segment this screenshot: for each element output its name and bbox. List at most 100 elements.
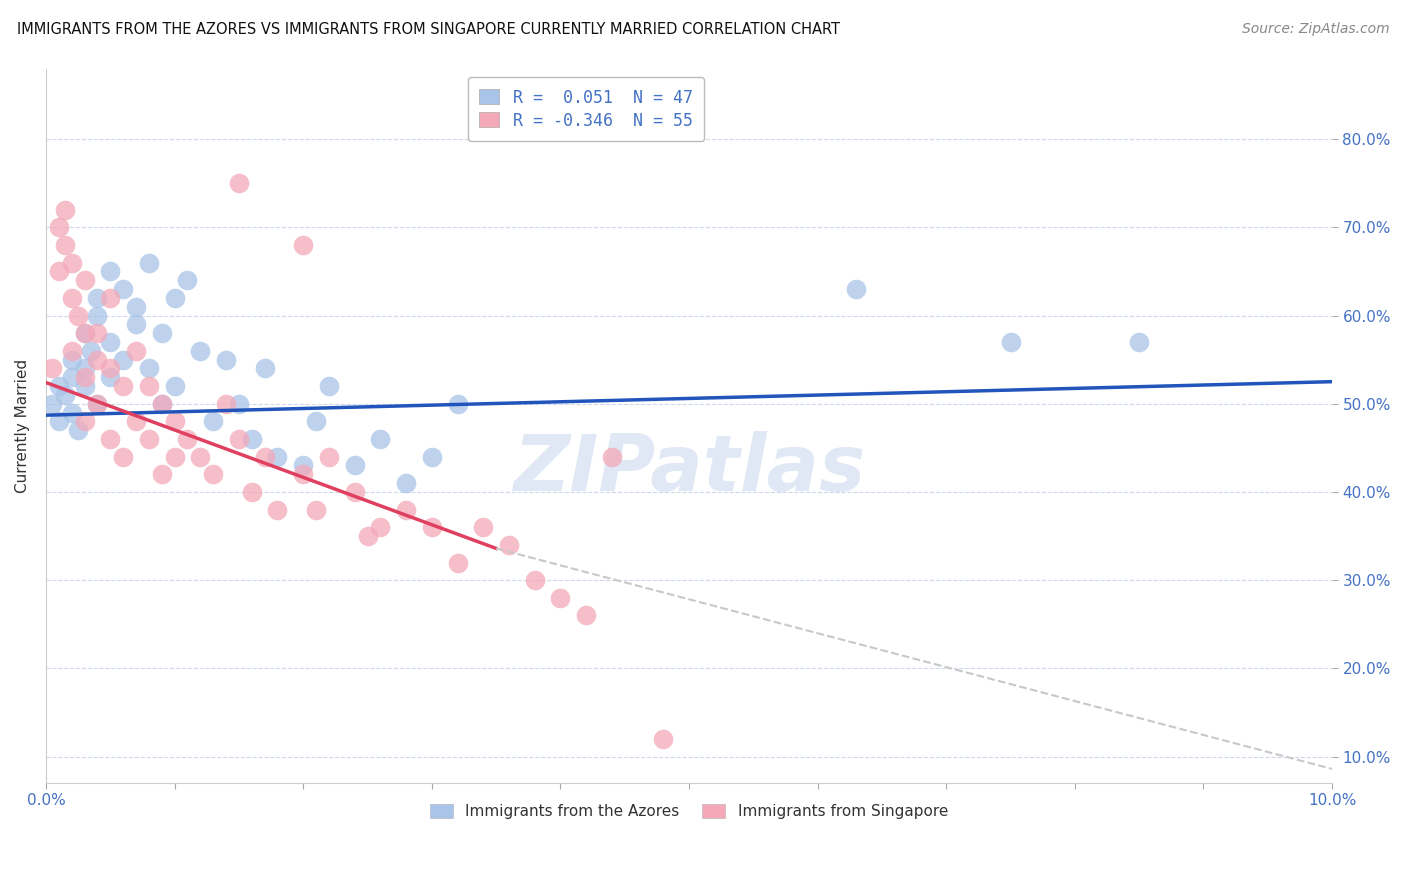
Point (86, 352, 108, 367)
Point (253, 361, 276, 376)
Point (98, 264, 121, 278)
Point (73, 273, 96, 287)
Point (41, 361, 63, 376)
Point (73, 326, 96, 340)
Point (48, 379, 70, 393)
Point (176, 273, 198, 287)
Point (60, 255, 83, 269)
Point (86, 291, 108, 305)
Point (202, 414, 225, 428)
Point (150, 326, 173, 340)
Point (98, 432, 121, 446)
Point (215, 352, 238, 367)
Point (138, 432, 160, 446)
Point (98, 370, 121, 384)
Point (266, 502, 288, 516)
Point (498, 538, 520, 552)
Text: Source: ZipAtlas.com: Source: ZipAtlas.com (1241, 22, 1389, 37)
Point (202, 467, 225, 482)
Point (86, 326, 108, 340)
Point (240, 432, 263, 446)
Point (163, 414, 186, 428)
Point (48, 220, 70, 235)
Point (356, 529, 378, 543)
Point (86, 309, 108, 323)
Point (53, 202, 76, 217)
Text: ZIPatlas: ZIPatlas (513, 431, 865, 507)
Point (60, 370, 83, 384)
Point (112, 282, 135, 296)
Point (343, 485, 366, 500)
Point (125, 414, 148, 428)
Point (138, 255, 160, 269)
Point (150, 397, 173, 411)
Point (67, 309, 90, 323)
Point (60, 343, 83, 358)
Point (305, 502, 328, 516)
Point (240, 485, 263, 500)
Point (48, 264, 70, 278)
Point (80, 343, 103, 358)
Point (125, 318, 148, 332)
Point (446, 397, 468, 411)
Point (60, 352, 83, 367)
Point (98, 361, 121, 376)
Point (292, 238, 315, 252)
Point (138, 379, 160, 393)
Text: IMMIGRANTS FROM THE AZORES VS IMMIGRANTS FROM SINGAPORE CURRENTLY MARRIED CORREL: IMMIGRANTS FROM THE AZORES VS IMMIGRANTS… (17, 22, 839, 37)
Point (41, 397, 63, 411)
Point (150, 467, 173, 482)
Point (60, 291, 83, 305)
Point (150, 397, 173, 411)
Point (292, 467, 315, 482)
Point (112, 352, 135, 367)
Point (1128, 334, 1150, 349)
Point (228, 176, 250, 190)
Point (73, 379, 96, 393)
Point (86, 397, 108, 411)
Point (343, 458, 366, 473)
Point (652, 731, 675, 746)
Point (163, 450, 186, 464)
Point (575, 608, 598, 623)
Point (53, 238, 76, 252)
Point (292, 458, 315, 473)
Point (523, 573, 546, 587)
Point (188, 343, 211, 358)
Point (73, 414, 96, 428)
Point (446, 556, 468, 570)
Point (73, 370, 96, 384)
Point (228, 397, 250, 411)
Y-axis label: Currently Married: Currently Married (15, 359, 30, 493)
Point (228, 432, 250, 446)
Point (176, 432, 198, 446)
Point (370, 432, 392, 446)
Point (550, 591, 572, 605)
Point (112, 379, 135, 393)
Point (845, 282, 868, 296)
Point (420, 450, 443, 464)
Point (48, 414, 70, 428)
Point (420, 520, 443, 534)
Point (73, 361, 96, 376)
Point (163, 291, 186, 305)
Point (472, 520, 495, 534)
Point (73, 326, 96, 340)
Point (600, 450, 623, 464)
Point (98, 291, 121, 305)
Legend: Immigrants from the Azores, Immigrants from Singapore: Immigrants from the Azores, Immigrants f… (425, 798, 955, 825)
Point (67, 423, 90, 437)
Point (318, 450, 340, 464)
Point (266, 450, 288, 464)
Point (60, 405, 83, 419)
Point (98, 334, 121, 349)
Point (215, 397, 238, 411)
Point (138, 361, 160, 376)
Point (125, 343, 148, 358)
Point (188, 450, 211, 464)
Point (86, 397, 108, 411)
Point (112, 450, 135, 464)
Point (125, 300, 148, 314)
Point (53, 388, 76, 402)
Point (305, 414, 328, 428)
